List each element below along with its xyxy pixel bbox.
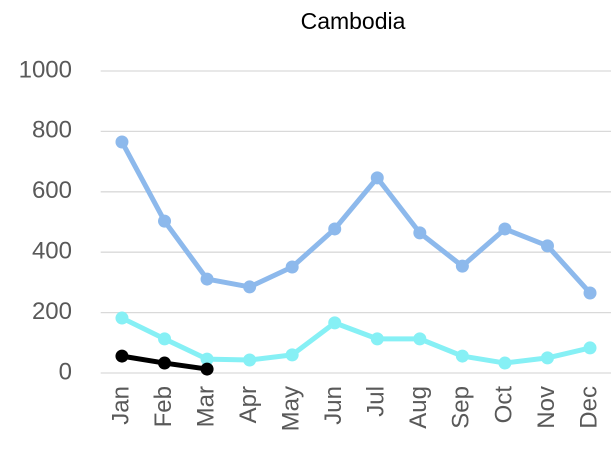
chart-title: Cambodia [301, 8, 406, 34]
data-point [413, 226, 427, 240]
data-point [285, 260, 299, 274]
data-point [115, 135, 129, 149]
data-point [158, 356, 172, 370]
data-point [115, 311, 129, 325]
data-point [328, 316, 342, 330]
data-point [328, 222, 342, 236]
data-point [498, 222, 512, 236]
x-tick-label: Jan [107, 386, 134, 425]
x-tick-label: May [278, 386, 305, 431]
y-tick-label: 1000 [19, 56, 72, 83]
y-tick-label: 800 [32, 117, 72, 144]
data-point [540, 351, 554, 365]
y-tick-label: 200 [32, 298, 72, 325]
x-tick-label: Nov [533, 386, 560, 429]
y-tick-label: 400 [32, 238, 72, 265]
data-point [370, 332, 384, 346]
x-tick-label: Mar [192, 386, 219, 427]
data-point [115, 349, 129, 363]
data-point [455, 259, 469, 273]
data-point [200, 272, 214, 286]
y-tick-label: 0 [59, 358, 72, 385]
x-tick-label: Apr [235, 386, 262, 423]
data-point [158, 214, 172, 228]
x-tick-label: Jun [320, 386, 347, 425]
data-point [200, 362, 214, 376]
data-point [200, 352, 214, 366]
data-point [583, 286, 597, 300]
data-point [370, 171, 384, 185]
data-point [455, 349, 469, 363]
x-tick-label: Jul [363, 386, 390, 417]
x-tick-label: Aug [405, 386, 432, 429]
x-tick-label: Oct [490, 386, 517, 424]
y-tick-label: 600 [32, 177, 72, 204]
x-tick-label: Feb [150, 386, 177, 427]
x-tick-label: Dec [575, 386, 602, 429]
data-point [243, 280, 257, 294]
series-line [120, 315, 591, 366]
data-point [158, 332, 172, 346]
data-point [540, 239, 554, 253]
data-point [583, 341, 597, 355]
series-line [119, 140, 592, 295]
x-tick-label: Sep [448, 386, 475, 429]
data-point [498, 356, 512, 370]
data-point [413, 332, 427, 346]
data-point [243, 353, 257, 367]
data-point [285, 348, 299, 362]
